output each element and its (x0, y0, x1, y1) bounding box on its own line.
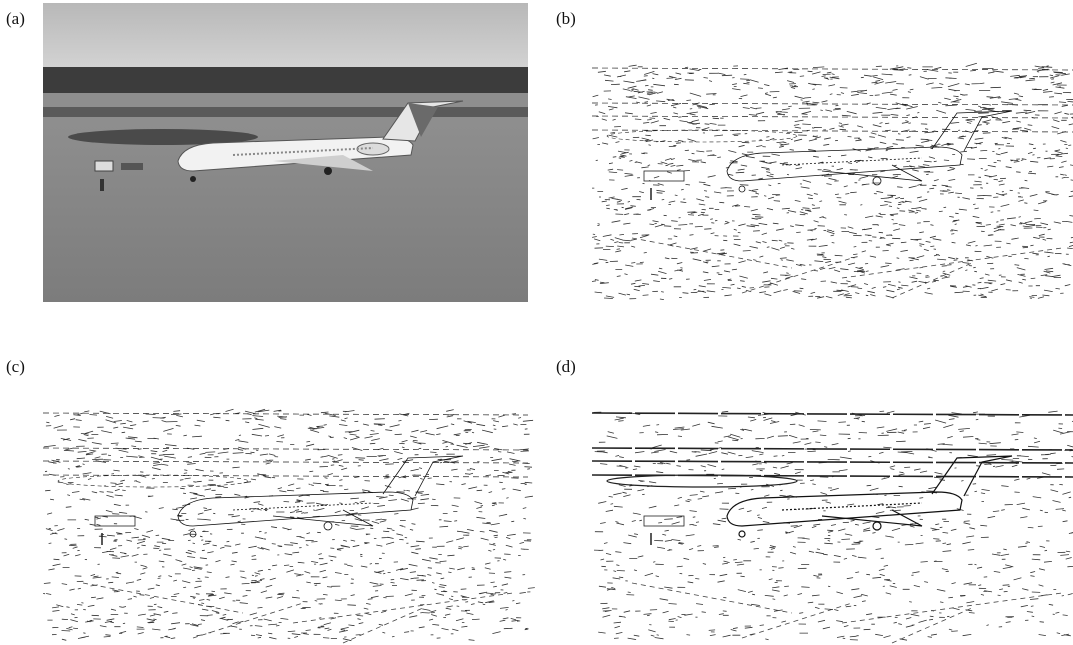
edge-line (592, 103, 1073, 105)
edge-line (592, 116, 1073, 118)
edge-line (43, 413, 528, 415)
edge-line (293, 593, 513, 623)
fuselage-edge (727, 147, 962, 181)
edge-line (592, 461, 1073, 463)
edge-panel (592, 411, 1073, 643)
edge-line (742, 258, 852, 293)
edge-line (592, 413, 1073, 415)
edge-line (83, 583, 243, 613)
edge-line (43, 475, 528, 477)
wing-edge (822, 510, 922, 526)
fuselage-edge (727, 492, 962, 526)
vehicle (95, 161, 113, 171)
wheel-edge (873, 522, 881, 530)
airplane-edges (727, 456, 1012, 537)
grass (43, 107, 528, 117)
panel-label: (d) (556, 357, 576, 376)
wing-edge (822, 165, 922, 181)
runway (43, 93, 528, 107)
sky (43, 3, 528, 71)
fuselage-edge (178, 492, 413, 526)
edge-texture (43, 409, 535, 641)
edge-line (43, 448, 528, 450)
edge-line (632, 238, 792, 268)
windows-edge (782, 158, 922, 165)
edge-line (842, 248, 1062, 278)
edge-outline (607, 475, 797, 487)
wheel-edge (324, 522, 332, 530)
edge-panel (43, 409, 535, 643)
wing-edge (273, 510, 373, 526)
edge-line (742, 603, 852, 638)
panel-label: (b) (556, 9, 576, 28)
edge-outline (607, 130, 797, 142)
wheel-edge (739, 531, 745, 537)
page: (a) (b) (c) (d) (0, 0, 1073, 645)
panel-label: (a) (6, 9, 25, 28)
wheel-edge (739, 186, 745, 192)
edge-panel (592, 63, 1073, 299)
cart (121, 163, 143, 170)
figure: (a) (b) (c) (d) (0, 0, 1073, 645)
photo-panel (43, 3, 528, 302)
tree-line (43, 67, 528, 95)
edge-line (592, 68, 1073, 70)
person (100, 179, 104, 191)
wheel-edge (873, 177, 881, 185)
windows-edge (233, 503, 373, 510)
edge-line (892, 608, 972, 643)
edge-line (592, 130, 1073, 132)
edge-outline (58, 475, 248, 487)
vehicle-edge (95, 516, 135, 526)
edge-line (632, 583, 792, 613)
edge-line (892, 263, 972, 298)
vehicle-edge (644, 171, 684, 181)
edge-line (343, 608, 423, 643)
panel-label: (c) (6, 357, 25, 376)
